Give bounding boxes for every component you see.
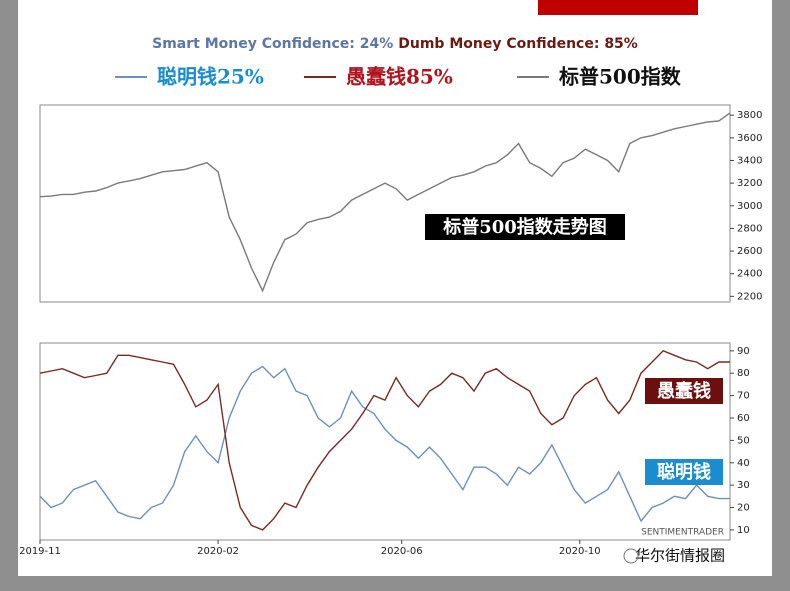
annotation-box (425, 214, 625, 240)
y-tick-label: 2800 (737, 223, 762, 234)
annotation: 愚蠢钱 (657, 380, 711, 402)
y-tick-label: 80 (737, 368, 750, 379)
y-tick-label: 2200 (737, 291, 762, 302)
annotation-box (645, 459, 723, 485)
y-tick-label: 3600 (737, 133, 762, 144)
line-series (39, 365, 730, 523)
red-bar (538, 0, 698, 15)
y-tick-label: 70 (737, 391, 750, 402)
y-tick-label: 50 (737, 435, 750, 446)
x-tick-label: 2020-02 (197, 546, 239, 557)
x-tick-label: 2019-11 (19, 546, 61, 557)
line-series (39, 349, 730, 531)
annotation: 标普500指数走势图 (442, 216, 607, 238)
y-tick-label: 3200 (737, 178, 762, 189)
watermark: 华尔街情报圈 (635, 547, 725, 565)
y-tick-label: 3800 (737, 110, 762, 121)
x-tick-label: 2020-10 (559, 546, 601, 557)
y-tick-label: 3400 (737, 155, 762, 166)
y-tick-label: 90 (737, 346, 750, 357)
wechat-icon (623, 548, 639, 564)
y-tick-label: 20 (737, 503, 750, 514)
line-series (39, 112, 731, 293)
y-tick-label: 10 (737, 525, 750, 536)
y-tick-label: 60 (737, 413, 750, 424)
y-tick-label: 40 (737, 458, 750, 469)
source: SENTIMENTRADER (641, 528, 724, 538)
annotation-box (645, 378, 723, 404)
y-tick-label: 3000 (737, 201, 762, 212)
plot-frame (39, 104, 731, 303)
legend-label: 标普500指数 (559, 65, 682, 89)
title-smart: Smart Money Confidence: 24% (152, 36, 393, 52)
title-dumb: Dumb Money Confidence: 85% (398, 36, 638, 52)
y-tick-label: 30 (737, 480, 750, 491)
legend-label: 聪明钱25% (157, 65, 264, 89)
plot-frame (39, 342, 731, 541)
y-tick-label: 2600 (737, 246, 762, 257)
legend-label: 愚蠢钱85% (346, 65, 453, 89)
title: Smart Money Confidence: 24% Dumb Money Co… (152, 36, 638, 52)
annotation: 聪明钱 (657, 461, 711, 483)
x-tick-label: 2020-06 (381, 546, 423, 557)
y-tick-label: 2400 (737, 269, 762, 280)
